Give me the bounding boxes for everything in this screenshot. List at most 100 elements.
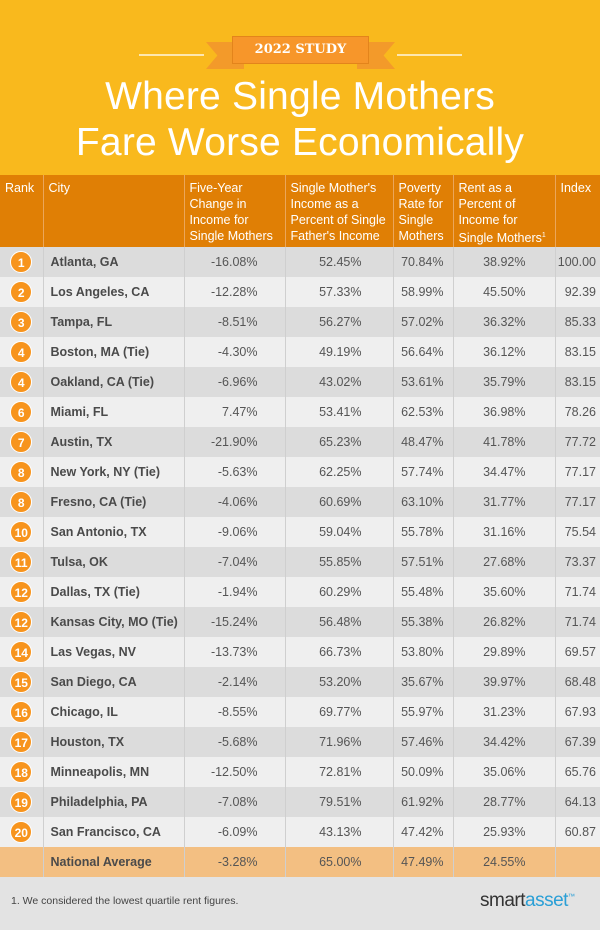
cell-poverty-rate: 58.99% (392, 277, 453, 307)
cell-five-year-change: -5.68% (183, 727, 285, 757)
cell-five-year-change: -5.63% (183, 457, 285, 487)
cell-index: 68.48 (554, 667, 600, 697)
cell-rank: 3 (0, 307, 43, 337)
cell-income-ratio: 43.02% (284, 367, 393, 397)
title-line-1: Where Single Mothers (105, 75, 495, 118)
cell-city: Los Angeles, CA (42, 277, 184, 307)
cell-index: 60.87 (554, 817, 600, 847)
cell-rank (0, 847, 43, 877)
cell-rank: 17 (0, 727, 43, 757)
cell-city: Oakland, CA (Tie) (42, 367, 184, 397)
cell-rank: 15 (0, 667, 43, 697)
cell-poverty-rate: 57.74% (392, 457, 453, 487)
cell-income-ratio: 59.04% (284, 517, 393, 547)
cell-five-year-change: -9.06% (183, 517, 285, 547)
cell-index: 67.93 (554, 697, 600, 727)
cell-city: Las Vegas, NV (42, 637, 184, 667)
cell-poverty-rate: 55.38% (392, 607, 453, 637)
smartasset-logo: smartasset™ (480, 890, 575, 912)
cell-poverty-rate: 35.67% (392, 667, 453, 697)
cell-city: Philadelphia, PA (42, 787, 184, 817)
cell-income-ratio: 62.25% (284, 457, 393, 487)
cell-city: Tampa, FL (42, 307, 184, 337)
cell-index: 65.76 (554, 757, 600, 787)
cell-rank: 1 (0, 247, 43, 277)
cell-income-ratio: 56.27% (284, 307, 393, 337)
cell-poverty-rate: 47.49% (392, 847, 453, 877)
cell-index: 83.15 (554, 367, 600, 397)
rank-badge: 8 (10, 461, 33, 483)
cell-five-year-change: -13.73% (183, 637, 285, 667)
cell-five-year-change: 7.47% (183, 397, 285, 427)
cell-rent-percent: 34.47% (452, 457, 555, 487)
table-row: 6 Miami, FL 7.47% 53.41% 62.53% 36.98% 78.26 (0, 397, 600, 427)
column-header-label: Five-Year Change in Income for Single Mo… (189, 181, 273, 243)
cell-rent-percent: 24.55% (452, 847, 555, 877)
table-row: 3 Tampa, FL -8.51% 56.27% 57.02% 36.32% 85.33 (0, 307, 600, 337)
table-row: 4 Oakland, CA (Tie) -6.96% 43.02% 53.61% 35.7… (0, 367, 600, 397)
logo-part-1: smart (480, 890, 526, 911)
rank-badge: 17 (10, 731, 33, 753)
column-header-poverty-rate: Poverty Rate for Single Mothers (392, 175, 453, 247)
rank-badge: 2 (10, 281, 33, 303)
column-header-five-year-change: Five-Year Change in Income for Single Mo… (183, 175, 285, 247)
table-row: 17 Houston, TX -5.68% 71.96% 57.46% 34.42% 67.… (0, 727, 600, 757)
cell-poverty-rate: 47.42% (392, 817, 453, 847)
cell-five-year-change: -8.55% (183, 697, 285, 727)
cell-income-ratio: 65.23% (284, 427, 393, 457)
cell-income-ratio: 52.45% (284, 247, 393, 277)
logo-tm: ™ (567, 893, 575, 901)
table-row: 8 New York, NY (Tie) -5.63% 62.25% 57.74% 34.… (0, 457, 600, 487)
cell-five-year-change: -3.28% (183, 847, 285, 877)
column-header-city: City (42, 175, 184, 247)
cell-city: Atlanta, GA (42, 247, 184, 277)
cell-city: San Antonio, TX (42, 517, 184, 547)
cell-index: 71.74 (554, 577, 600, 607)
table-row: 8 Fresno, CA (Tie) -4.06% 60.69% 63.10% 31.77… (0, 487, 600, 517)
cell-city: Boston, MA (Tie) (42, 337, 184, 367)
cell-income-ratio: 55.85% (284, 547, 393, 577)
cell-income-ratio: 72.81% (284, 757, 393, 787)
cell-index (554, 847, 600, 877)
cell-rank: 12 (0, 607, 43, 637)
cell-rent-percent: 35.60% (452, 577, 555, 607)
cell-rent-percent: 29.89% (452, 637, 555, 667)
rank-badge: 1 (10, 251, 33, 273)
cell-rank: 10 (0, 517, 43, 547)
cell-five-year-change: -21.90% (183, 427, 285, 457)
table-row: 19 Philadelphia, PA -7.08% 79.51% 61.92% 28.7… (0, 787, 600, 817)
cell-poverty-rate: 70.84% (392, 247, 453, 277)
cell-rent-percent: 35.06% (452, 757, 555, 787)
cell-five-year-change: -8.51% (183, 307, 285, 337)
cell-poverty-rate: 56.64% (392, 337, 453, 367)
cell-rank: 20 (0, 817, 43, 847)
cell-index: 77.17 (554, 487, 600, 517)
cell-rent-percent: 38.92% (452, 247, 555, 277)
cell-rent-percent: 41.78% (452, 427, 555, 457)
column-header-label: Rent as a Percent of Income for Single M… (458, 181, 542, 246)
cell-income-ratio: 56.48% (284, 607, 393, 637)
cell-poverty-rate: 57.46% (392, 727, 453, 757)
cell-income-ratio: 53.41% (284, 397, 393, 427)
decorative-rule-right (397, 54, 462, 56)
table-row: 14 Las Vegas, NV -13.73% 66.73% 53.80% 29.89%… (0, 637, 600, 667)
cell-poverty-rate: 55.48% (392, 577, 453, 607)
column-header-rent-percent: Rent as a Percent of Income for Single M… (452, 175, 555, 247)
rank-badge: 10 (10, 521, 33, 543)
cell-rent-percent: 25.93% (452, 817, 555, 847)
cell-income-ratio: 65.00% (284, 847, 393, 877)
decorative-rule-left (139, 54, 204, 56)
rank-badge: 4 (10, 341, 33, 363)
cell-poverty-rate: 63.10% (392, 487, 453, 517)
cell-rent-percent: 31.77% (452, 487, 555, 517)
cell-city: Fresno, CA (Tie) (42, 487, 184, 517)
cell-rank: 7 (0, 427, 43, 457)
cell-rent-percent: 31.16% (452, 517, 555, 547)
cell-city: Miami, FL (42, 397, 184, 427)
cell-rank: 8 (0, 457, 43, 487)
cell-index: 69.57 (554, 637, 600, 667)
column-header-rank: Rank (0, 175, 43, 247)
cell-city: San Diego, CA (42, 667, 184, 697)
cell-index: 77.72 (554, 427, 600, 457)
cell-index: 83.15 (554, 337, 600, 367)
